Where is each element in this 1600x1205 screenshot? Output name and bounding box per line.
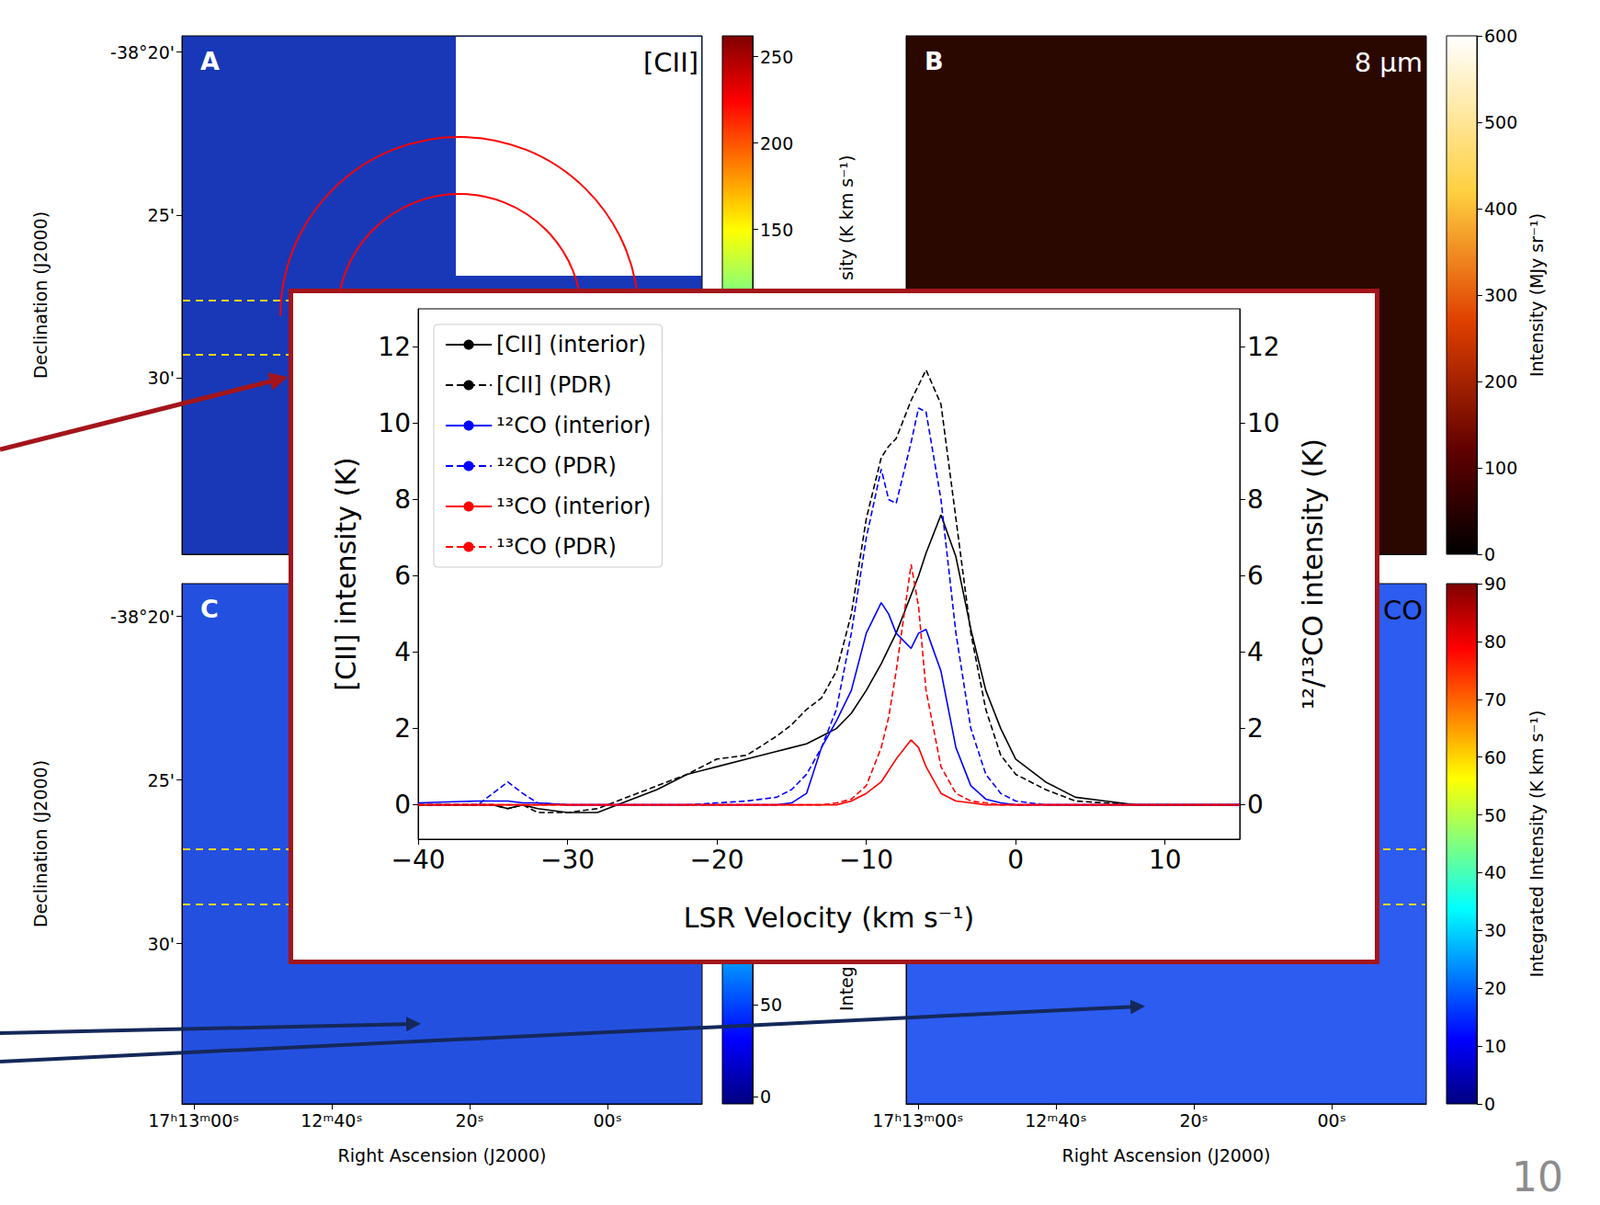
svg-text:17ʰ13ᵐ00ˢ: 17ʰ13ᵐ00ˢ (147, 1110, 239, 1131)
svg-text:70: 70 (1484, 689, 1507, 710)
svg-text:100: 100 (1484, 457, 1518, 478)
svg-text:150: 150 (760, 219, 794, 240)
svg-text:C: C (200, 594, 219, 624)
svg-text:10: 10 (1247, 408, 1281, 439)
svg-text:12: 12 (1247, 331, 1281, 363)
svg-text:-38°20': -38°20' (110, 606, 175, 627)
svg-text:10: 10 (1484, 1035, 1507, 1056)
svg-text:¹²CO (PDR): ¹²CO (PDR) (496, 453, 617, 479)
svg-text:−40: −40 (390, 844, 445, 875)
svg-text:CO: CO (1383, 594, 1423, 626)
svg-text:¹²/¹³CO intensity (K): ¹²/¹³CO intensity (K) (1296, 438, 1329, 710)
svg-text:Right Ascension (J2000): Right Ascension (J2000) (1062, 1145, 1271, 1166)
svg-text:2: 2 (1247, 713, 1264, 744)
svg-text:10: 10 (377, 408, 411, 439)
svg-text:00ˢ: 00ˢ (593, 1110, 623, 1131)
svg-text:12ᵐ40ˢ: 12ᵐ40ˢ (1024, 1110, 1087, 1131)
svg-text:0: 0 (1484, 544, 1496, 565)
svg-text:[CII] (interior): [CII] (interior) (496, 331, 647, 358)
svg-text:[CII] (PDR): [CII] (PDR) (496, 372, 613, 398)
svg-text:A: A (200, 46, 220, 76)
svg-text:17ʰ13ᵐ00ˢ: 17ʰ13ᵐ00ˢ (872, 1110, 964, 1131)
svg-text:400: 400 (1484, 198, 1518, 219)
svg-text:12: 12 (377, 331, 411, 363)
svg-text:8: 8 (394, 484, 411, 515)
svg-text:6: 6 (394, 560, 411, 591)
svg-text:250: 250 (760, 46, 794, 68)
svg-text:60: 60 (1484, 747, 1507, 768)
svg-text:0: 0 (760, 1086, 772, 1107)
svg-text:8 μm: 8 μm (1354, 46, 1423, 79)
svg-text:12ᵐ40ˢ: 12ᵐ40ˢ (300, 1110, 363, 1131)
svg-text:600: 600 (1484, 25, 1518, 46)
svg-text:¹³CO (interior): ¹³CO (interior) (496, 493, 651, 520)
svg-text:10: 10 (1148, 844, 1182, 875)
svg-text:50: 50 (760, 994, 783, 1015)
svg-text:25': 25' (147, 204, 175, 226)
svg-text:2: 2 (394, 713, 411, 744)
svg-text:80: 80 (1484, 631, 1507, 652)
svg-text:Declination (J2000): Declination (J2000) (30, 211, 51, 379)
svg-text:¹³CO (PDR): ¹³CO (PDR) (496, 533, 617, 560)
svg-text:20ˢ: 20ˢ (454, 1110, 484, 1131)
svg-text:500: 500 (1484, 112, 1518, 133)
svg-text:50: 50 (1484, 805, 1507, 826)
svg-text:20: 20 (1484, 977, 1507, 999)
svg-text:Intensity (MJy sr⁻¹): Intensity (MJy sr⁻¹) (1526, 213, 1547, 377)
svg-text:8: 8 (1247, 484, 1264, 515)
svg-text:[CII]: [CII] (643, 46, 699, 79)
svg-text:0: 0 (394, 789, 411, 820)
svg-text:4: 4 (394, 636, 411, 668)
svg-text:Declination (J2000): Declination (J2000) (30, 760, 51, 928)
svg-text:0: 0 (1484, 1093, 1496, 1114)
svg-text:−20: −20 (690, 844, 745, 875)
svg-text:¹²CO (interior): ¹²CO (interior) (496, 412, 651, 439)
svg-text:90: 90 (1484, 573, 1507, 594)
svg-text:25': 25' (147, 770, 175, 791)
svg-text:Right Ascension (J2000): Right Ascension (J2000) (338, 1145, 547, 1166)
svg-text:0: 0 (1247, 789, 1264, 820)
svg-text:6: 6 (1247, 560, 1264, 591)
svg-text:200: 200 (760, 133, 794, 154)
svg-text:B: B (924, 46, 944, 76)
svg-text:20ˢ: 20ˢ (1179, 1110, 1208, 1131)
svg-text:[CII] intensity (K): [CII] intensity (K) (329, 456, 363, 691)
svg-text:sity (K km s⁻¹): sity (K km s⁻¹) (836, 155, 857, 281)
svg-text:200: 200 (1484, 371, 1518, 392)
svg-text:40: 40 (1484, 862, 1507, 883)
svg-text:-38°20': -38°20' (110, 42, 175, 63)
svg-text:30': 30' (147, 933, 175, 954)
svg-text:−30: −30 (540, 844, 595, 875)
svg-text:30': 30' (147, 367, 175, 388)
html-text:10: 10 (1511, 1153, 1564, 1201)
svg-text:Integrated Intensity (K km s⁻¹: Integrated Intensity (K km s⁻¹) (1526, 710, 1547, 978)
svg-text:300: 300 (1484, 284, 1518, 306)
svg-text:0: 0 (1007, 844, 1024, 875)
svg-text:30: 30 (1484, 919, 1507, 941)
svg-text:4: 4 (1247, 636, 1264, 668)
svg-text:Integ: Integ (836, 965, 857, 1011)
svg-text:00ˢ: 00ˢ (1317, 1110, 1347, 1131)
svg-text:−10: −10 (839, 844, 894, 875)
svg-text:LSR Velocity (km s⁻¹): LSR Velocity (km s⁻¹) (683, 901, 975, 934)
